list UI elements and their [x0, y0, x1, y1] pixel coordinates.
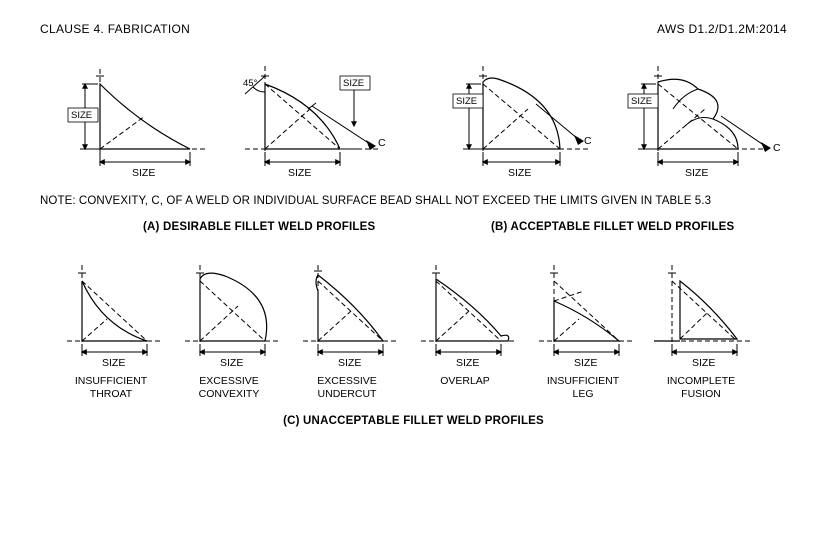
label-c-b1: C [584, 135, 592, 147]
dim-size-v4: SIZE [631, 96, 652, 107]
profile-c6: SIZE [642, 251, 760, 377]
section-labels-ab: (A) DESIRABLE FILLET WELD PROFILES (B) A… [40, 221, 787, 233]
svg-text:SIZE: SIZE [574, 357, 597, 369]
header-right: AWS D1.2/D1.2M:2014 [657, 22, 787, 36]
defect-5-label: INSUFFICIENTLEG [524, 375, 642, 401]
profile-a2: 45° C SIZE SIZE [210, 54, 410, 189]
profile-b2: SIZE C SIZE [603, 54, 788, 189]
angle-45: 45° [243, 78, 258, 89]
page-header: CLAUSE 4. FABRICATION AWS D1.2/D1.2M:201… [40, 22, 787, 36]
dim-size-h4: SIZE [685, 167, 708, 179]
svg-text:SIZE: SIZE [220, 357, 243, 369]
dim-size-h: SIZE [132, 167, 155, 179]
dim-size-v: SIZE [71, 110, 92, 121]
defect-3-label: EXCESSIVEUNDERCUT [288, 375, 406, 401]
row-defects: SIZE SIZE SIZE [52, 251, 787, 377]
label-c-b2: C [773, 142, 781, 154]
defect-2-label: EXCESSIVECONVEXITY [170, 375, 288, 401]
convexity-note: NOTE: CONVEXITY, C, OF A WELD OR INDIVID… [40, 195, 787, 207]
profile-a2-svg: 45° C SIZE SIZE [210, 54, 410, 184]
dim-size-v3: SIZE [456, 96, 477, 107]
svg-text:SIZE: SIZE [692, 357, 715, 369]
profile-c5: SIZE [524, 251, 642, 377]
profile-c1: SIZE [52, 251, 170, 377]
header-left: CLAUSE 4. FABRICATION [40, 22, 190, 36]
section-a-label: (A) DESIRABLE FILLET WELD PROFILES [40, 221, 438, 233]
profile-a1-svg: SIZE SIZE [40, 54, 210, 184]
label-c-a2: C [378, 137, 386, 149]
defect-6-label: INCOMPLETEFUSION [642, 375, 760, 401]
figure-page: CLAUSE 4. FABRICATION AWS D1.2/D1.2M:201… [0, 0, 817, 557]
svg-text:SIZE: SIZE [102, 357, 125, 369]
profile-a1: SIZE SIZE [40, 54, 210, 189]
profile-b1-svg: SIZE C SIZE [428, 54, 603, 184]
svg-text:SIZE: SIZE [338, 357, 361, 369]
defect-1-label: INSUFFICIENTTHROAT [52, 375, 170, 401]
profile-c3: SIZE [288, 251, 406, 377]
svg-text:SIZE: SIZE [456, 357, 479, 369]
dim-size-v2: SIZE [343, 78, 364, 89]
profile-b2-svg: SIZE C SIZE [603, 54, 788, 184]
defect-labels: INSUFFICIENTTHROAT EXCESSIVECONVEXITY EX… [52, 375, 787, 401]
profile-b1: SIZE C SIZE [428, 54, 603, 189]
row-top: SIZE SIZE 45° [40, 54, 787, 189]
dim-size-h2: SIZE [288, 167, 311, 179]
section-c-label: (C) UNACCEPTABLE FILLET WELD PROFILES [40, 415, 787, 427]
profile-c2: SIZE [170, 251, 288, 377]
defect-4-label: OVERLAP [406, 375, 524, 401]
profile-c4: SIZE [406, 251, 524, 377]
section-b-label: (B) ACCEPTABLE FILLET WELD PROFILES [438, 221, 787, 233]
dim-size-h3: SIZE [508, 167, 531, 179]
